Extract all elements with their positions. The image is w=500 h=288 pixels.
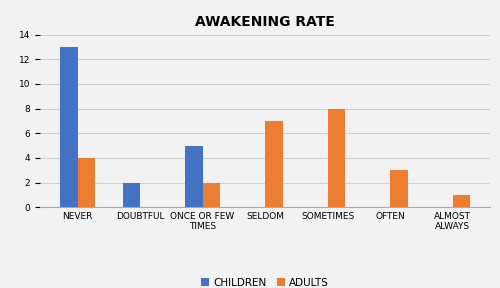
Bar [185,146,202,207]
Bar [452,195,470,207]
Bar [122,183,140,207]
Bar [328,109,345,207]
Bar [78,158,95,207]
Bar [390,170,407,207]
Bar [265,121,282,207]
Bar [202,183,220,207]
Legend: CHILDREN, ADULTS: CHILDREN, ADULTS [196,274,334,288]
Title: AWAKENING RATE: AWAKENING RATE [195,15,335,29]
Bar [60,47,78,207]
